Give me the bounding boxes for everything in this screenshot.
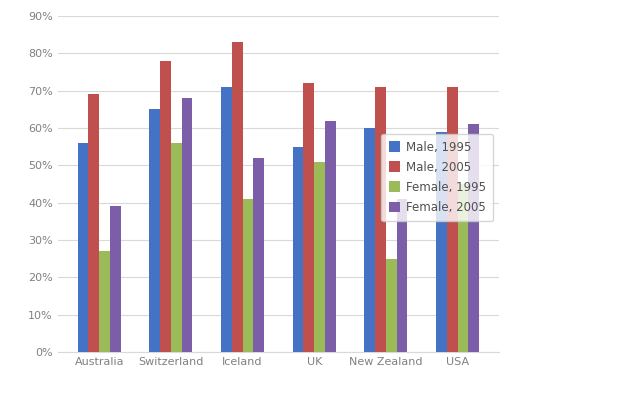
Bar [243, 199, 253, 352]
Bar [171, 143, 182, 352]
Bar [303, 83, 314, 352]
Legend: Male, 1995, Male, 2005, Female, 1995, Female, 2005: Male, 1995, Male, 2005, Female, 1995, Fe… [381, 134, 493, 221]
Bar [397, 199, 408, 352]
Bar [182, 98, 193, 352]
Bar [232, 42, 243, 352]
Bar [221, 87, 232, 352]
Bar [149, 109, 160, 352]
Bar [325, 120, 336, 352]
Bar [314, 162, 325, 352]
Bar [160, 61, 171, 352]
Bar [468, 124, 479, 352]
Bar [386, 259, 397, 352]
Bar [110, 206, 121, 352]
Bar [77, 143, 88, 352]
Bar [253, 158, 264, 352]
Bar [364, 128, 375, 352]
Bar [436, 132, 447, 352]
Bar [292, 147, 303, 352]
Bar [458, 184, 468, 352]
Bar [447, 87, 458, 352]
Bar [99, 251, 110, 352]
Bar [88, 94, 99, 352]
Bar [375, 87, 386, 352]
